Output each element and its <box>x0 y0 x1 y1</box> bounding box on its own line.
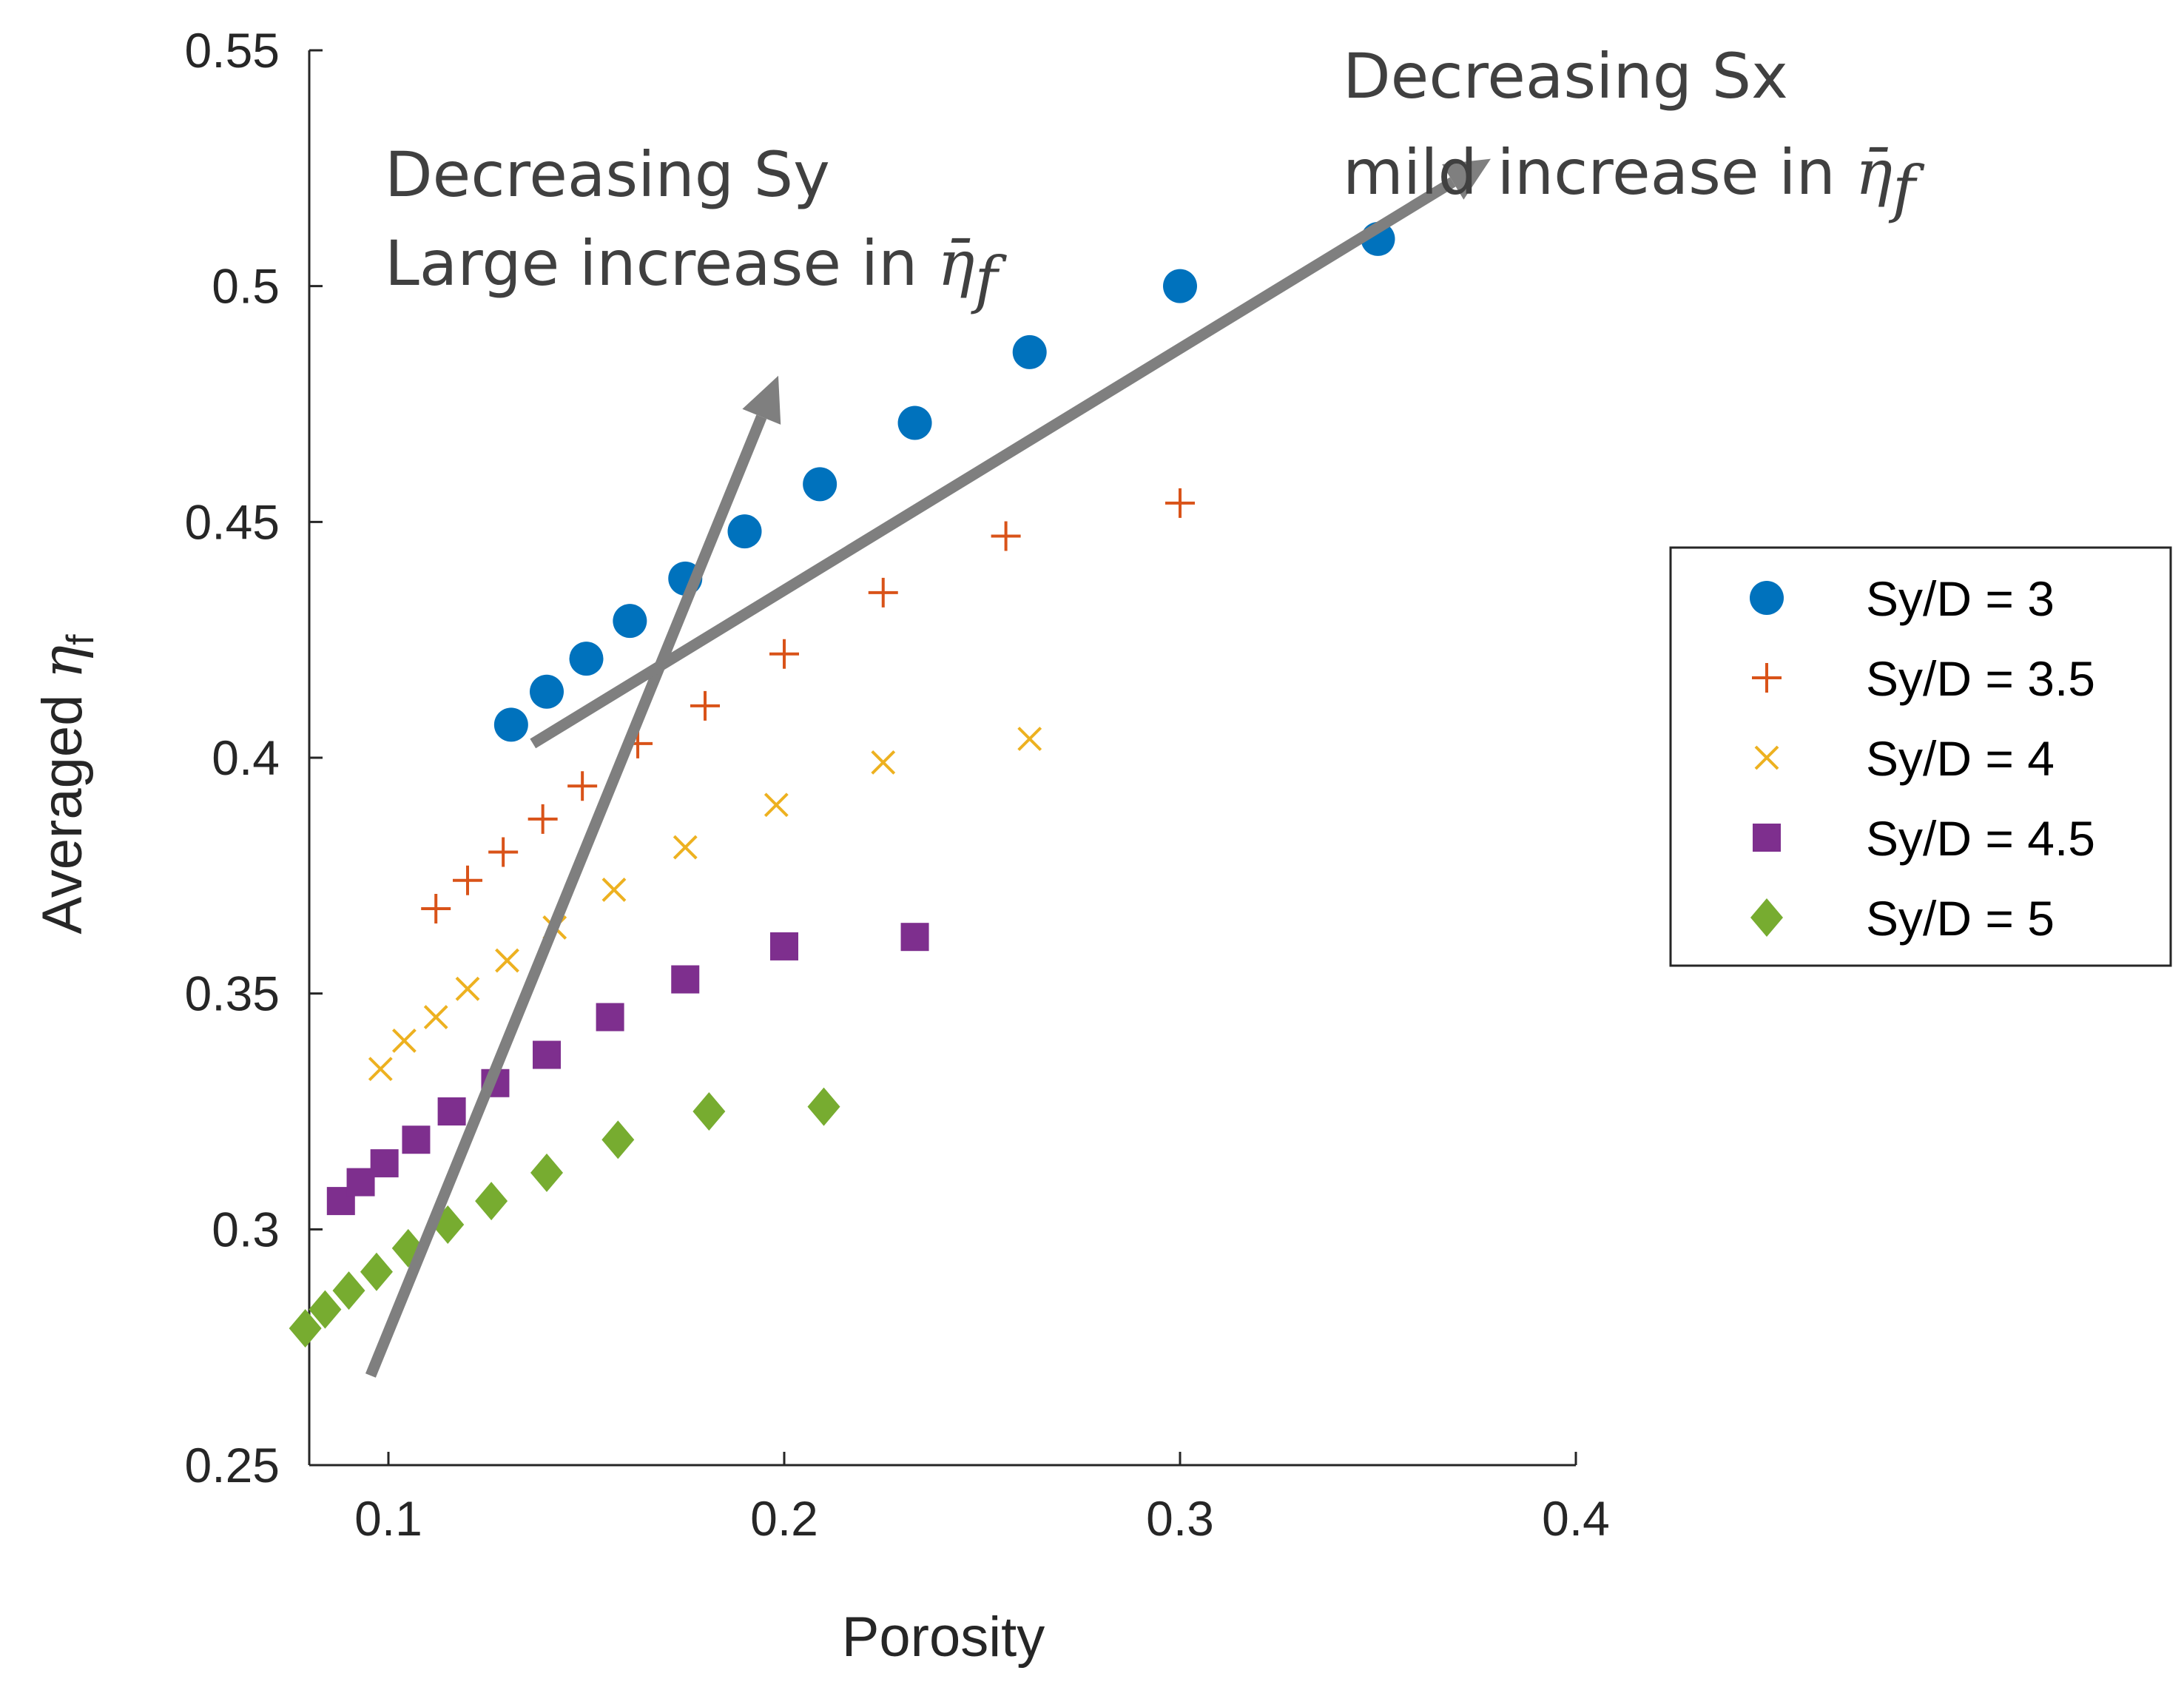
data-point <box>493 707 528 742</box>
data-point <box>309 1290 342 1329</box>
legend-label: Sy/D = 3.5 <box>1866 651 2095 706</box>
data-point <box>991 521 1021 551</box>
data-point <box>690 690 720 721</box>
annotation-sy-line1: Decreasing Sy <box>385 138 830 211</box>
legend-box <box>1669 546 2172 967</box>
data-point <box>770 932 798 960</box>
data-point <box>346 1168 375 1197</box>
data-point <box>1017 727 1042 751</box>
data-point <box>1012 334 1047 369</box>
y-tick-label: 0.3 <box>212 1202 280 1256</box>
y-tick-label: 0.45 <box>185 494 280 549</box>
legend-marker <box>1752 663 1782 693</box>
data-point <box>530 674 564 709</box>
x-tick-label: 0.4 <box>1542 1491 1610 1546</box>
data-point <box>764 793 789 818</box>
data-point <box>567 771 598 801</box>
data-point <box>613 604 647 639</box>
data-point <box>569 642 604 676</box>
series-square <box>326 923 929 1216</box>
legend-label: Sy/D = 5 <box>1866 891 2055 946</box>
y-axis-title: Averaged ηf <box>29 634 102 935</box>
arrow-decreasing-sy <box>365 375 781 1378</box>
data-point <box>871 750 896 775</box>
x-tick-label: 0.2 <box>750 1491 818 1546</box>
arrow-decreasing-sy-shaft <box>365 414 767 1378</box>
data-point <box>453 865 482 895</box>
data-point <box>360 1252 393 1291</box>
y-tick-label: 0.25 <box>185 1438 280 1493</box>
series-x <box>368 727 1042 1082</box>
legend-item: Sy/D = 4 <box>1754 731 2055 786</box>
data-point <box>528 804 558 834</box>
legend-label: Sy/D = 3 <box>1866 571 2055 626</box>
series-diamond <box>289 1087 840 1348</box>
legend-item: Sy/D = 5 <box>1750 891 2055 946</box>
data-point <box>803 467 837 502</box>
data-point <box>437 1097 466 1125</box>
arrow-decreasing-sx-shaft <box>530 177 1456 749</box>
annotation-sy-line2: Large increase in η̄f <box>385 227 1007 316</box>
arrow-decreasing-sx <box>530 158 1491 749</box>
y-tick-label: 0.35 <box>185 966 280 1021</box>
data-point <box>495 948 519 973</box>
data-point <box>370 1149 399 1178</box>
data-point <box>900 923 929 952</box>
series-circle <box>493 221 1395 742</box>
data-point <box>727 514 762 549</box>
trend-arrows <box>365 158 1491 1378</box>
data-point <box>533 1040 561 1069</box>
legend-marker <box>1754 745 1779 770</box>
x-tick-label: 0.1 <box>354 1491 422 1546</box>
data-point <box>475 1182 508 1221</box>
arrow-decreasing-sx-head <box>1442 158 1491 200</box>
legend-item: Sy/D = 4.5 <box>1753 811 2095 866</box>
legend-label: Sy/D = 4 <box>1866 731 2055 786</box>
series-plus <box>421 488 1195 923</box>
data-point <box>368 1057 393 1082</box>
data-point <box>1165 488 1195 518</box>
data-point <box>402 1125 431 1154</box>
x-axis-title: Porosity <box>842 1606 1045 1669</box>
data-point <box>391 1028 417 1053</box>
axes <box>308 49 1577 1467</box>
data-point <box>601 878 627 902</box>
data-point <box>897 406 932 440</box>
legend-item: Sy/D = 3.5 <box>1752 651 2095 706</box>
y-tick-label: 0.55 <box>185 23 280 78</box>
y-tick-label: 0.4 <box>212 730 280 785</box>
data-points <box>289 221 1395 1348</box>
data-point <box>596 1003 624 1032</box>
legend: Sy/D = 3 Sy/D = 3.5 Sy/D = 4 Sy/D = 4.5 Sy/D… <box>1669 546 2172 967</box>
data-point <box>289 1309 322 1348</box>
data-point <box>423 1005 448 1029</box>
data-point <box>769 639 799 669</box>
annotation-sx-line1: Decreasing Sx <box>1343 40 1788 112</box>
data-point <box>671 965 700 994</box>
arrow-decreasing-sy-head <box>742 375 781 425</box>
data-point <box>530 1153 563 1192</box>
data-point <box>868 577 898 608</box>
legend-label: Sy/D = 4.5 <box>1866 811 2095 866</box>
y-tick-label: 0.5 <box>212 259 280 314</box>
annotation-sx-line2: mild increase in η̄f <box>1343 136 1925 225</box>
legend-marker <box>1750 581 1784 615</box>
data-point <box>421 893 451 923</box>
data-point <box>673 835 698 860</box>
data-point <box>807 1087 840 1126</box>
legend-item: Sy/D = 3 <box>1750 571 2055 626</box>
data-point <box>692 1092 726 1131</box>
data-point <box>601 1120 635 1160</box>
data-point <box>332 1271 365 1310</box>
data-point <box>1163 269 1197 303</box>
legend-marker <box>1750 898 1783 937</box>
data-point <box>488 837 519 867</box>
legend-marker <box>1753 824 1781 852</box>
tick-labels: 0.25 0.3 0.35 0.4 0.45 0.5 0.55 0.1 0.2 0.3 0.4 <box>185 23 1610 1546</box>
data-point <box>455 976 480 1001</box>
x-tick-label: 0.3 <box>1146 1491 1214 1546</box>
